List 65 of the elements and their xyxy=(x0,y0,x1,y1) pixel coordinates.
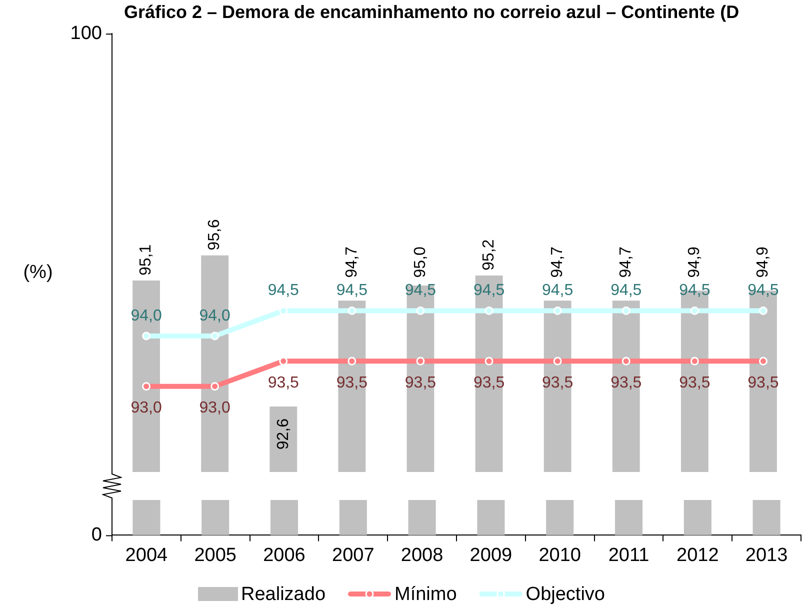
legend-label: Objectivo xyxy=(526,584,605,606)
data-label: 94,5 xyxy=(679,282,710,300)
x-tick-label: 2005 xyxy=(194,544,236,566)
point xyxy=(553,306,562,315)
point xyxy=(210,332,220,340)
text: 100 xyxy=(70,22,102,44)
data-label: 93,0 xyxy=(199,400,230,417)
data-label: 94,7 xyxy=(618,246,635,278)
data-label: 93,5 xyxy=(542,374,574,392)
text: 0 xyxy=(91,524,102,546)
data-label: 94,9 xyxy=(686,246,704,278)
legend-label: Mínimo xyxy=(394,584,457,606)
data-label: 93,0 xyxy=(130,400,162,417)
point xyxy=(416,306,425,315)
point xyxy=(690,306,699,315)
data-label: 94,7 xyxy=(343,246,360,278)
data-label: 95,6 xyxy=(206,219,224,250)
data-label: 93,5 xyxy=(748,374,779,392)
point xyxy=(758,306,768,315)
x-tick-label: 2013 xyxy=(745,544,788,566)
point xyxy=(758,356,768,366)
data-label: 94,0 xyxy=(199,307,230,324)
point xyxy=(622,306,630,315)
x-tick-label: 2006 xyxy=(263,544,306,566)
y-axis-title: (%) xyxy=(23,262,53,284)
point xyxy=(142,332,151,340)
chart-title: Gráfico 2 – Demora de encaminhamento no correio azul – Continente (D xyxy=(124,2,740,22)
data-label: 93,5 xyxy=(404,374,436,392)
point xyxy=(484,306,494,315)
legend-label: Realizado xyxy=(241,584,326,606)
point xyxy=(142,382,151,391)
data-label: 95,2 xyxy=(480,239,498,270)
point xyxy=(690,356,699,366)
data-label: 95,1 xyxy=(138,244,155,276)
data-label: 94,5 xyxy=(610,282,642,300)
data-label: 94,5 xyxy=(473,282,505,300)
data-label: 93,5 xyxy=(268,374,300,392)
x-tick-label: 2008 xyxy=(400,544,444,566)
data-label: 94,5 xyxy=(336,282,368,300)
data-label: 94,5 xyxy=(542,282,574,300)
data-label: 93,5 xyxy=(610,374,642,392)
point xyxy=(416,356,425,366)
point xyxy=(348,356,356,366)
data-label: 93,5 xyxy=(679,374,710,392)
data-label: 95,0 xyxy=(412,246,429,278)
x-tick-label: 2007 xyxy=(332,544,374,566)
x-tick-label: 2012 xyxy=(676,544,719,566)
data-label: 93,5 xyxy=(336,374,368,392)
point xyxy=(484,356,494,366)
x-tick-label: 2004 xyxy=(125,544,168,566)
data-label: 92,6 xyxy=(274,418,292,450)
data-label: 94,7 xyxy=(548,246,566,278)
point xyxy=(210,382,220,391)
point xyxy=(622,356,630,366)
x-tick-label: 2010 xyxy=(538,544,581,566)
data-label: 94,5 xyxy=(404,282,436,300)
data-label: 93,5 xyxy=(473,374,505,392)
point xyxy=(553,356,562,366)
x-tick-label: 2009 xyxy=(470,544,512,566)
data-label: 94,5 xyxy=(268,282,300,300)
data-label: 94,0 xyxy=(130,307,162,324)
point xyxy=(348,306,356,315)
x-tick-label: 2011 xyxy=(608,544,650,566)
data-label: 94,9 xyxy=(754,246,772,278)
data-label: 94,5 xyxy=(748,282,779,300)
